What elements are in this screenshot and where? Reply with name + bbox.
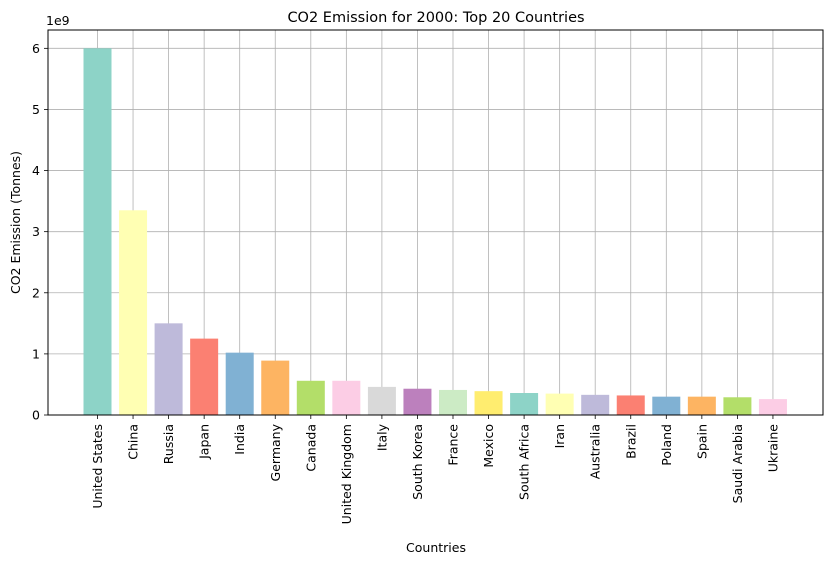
y-tick-label: 0 xyxy=(32,408,40,423)
x-tick-label: South Africa xyxy=(517,424,532,500)
bars xyxy=(83,48,787,415)
bar xyxy=(439,389,467,415)
x-tick-label: United Kingdom xyxy=(339,424,354,524)
bar xyxy=(616,395,645,415)
y-tick-label: 1 xyxy=(32,346,40,361)
bar xyxy=(403,388,432,415)
bar xyxy=(296,380,325,415)
x-tick-label: China xyxy=(126,424,141,460)
bar xyxy=(261,360,290,415)
x-tick-label: Australia xyxy=(588,424,603,479)
x-axis-ticks: United States China Russia Japan India German… xyxy=(90,415,780,524)
bar xyxy=(687,396,716,415)
bar xyxy=(510,393,539,415)
x-tick-label: Iran xyxy=(552,424,567,448)
x-tick-label: Ukraine xyxy=(765,424,780,473)
x-tick-label: Canada xyxy=(303,424,318,472)
grid-lines xyxy=(48,30,823,416)
bar xyxy=(332,380,361,415)
bar xyxy=(758,399,787,415)
bar xyxy=(119,210,148,415)
x-tick-label: Italy xyxy=(374,423,389,451)
y-tick-label: 3 xyxy=(32,224,40,239)
y-offset-label: 1e9 xyxy=(46,13,70,28)
bar xyxy=(545,393,574,415)
bar xyxy=(723,397,752,415)
x-tick-label: South Korea xyxy=(410,424,425,500)
x-tick-label: India xyxy=(232,424,247,455)
bar xyxy=(83,48,112,415)
x-tick-label: Russia xyxy=(161,424,176,464)
x-tick-label: Brazil xyxy=(623,424,638,459)
bar xyxy=(367,386,396,415)
y-tick-label: 6 xyxy=(32,41,40,56)
bar xyxy=(154,323,183,415)
x-tick-label: Poland xyxy=(659,424,674,466)
x-tick-label: Mexico xyxy=(481,424,496,468)
bar xyxy=(190,338,219,415)
bar xyxy=(225,352,254,415)
x-tick-label: Germany xyxy=(268,423,283,481)
x-axis-label: Countries xyxy=(406,540,466,555)
bar xyxy=(581,394,610,415)
x-tick-label: Spain xyxy=(694,424,709,459)
x-tick-label: Japan xyxy=(197,424,212,460)
bar xyxy=(474,391,503,415)
x-tick-label: France xyxy=(446,424,461,466)
x-tick-label: Saudi Arabia xyxy=(730,424,745,503)
x-tick-label: United States xyxy=(90,424,105,509)
y-tick-label: 5 xyxy=(32,102,40,117)
chart-title: CO2 Emission for 2000: Top 20 Countries xyxy=(287,10,584,26)
y-axis-ticks: 0 1 2 3 4 5 6 xyxy=(32,41,48,423)
bar xyxy=(652,396,681,415)
y-axis-label: CO2 Emission (Tonnes) xyxy=(8,151,23,294)
y-tick-label: 2 xyxy=(32,285,40,300)
plot-frame xyxy=(47,29,824,416)
y-tick-label: 4 xyxy=(32,163,40,178)
